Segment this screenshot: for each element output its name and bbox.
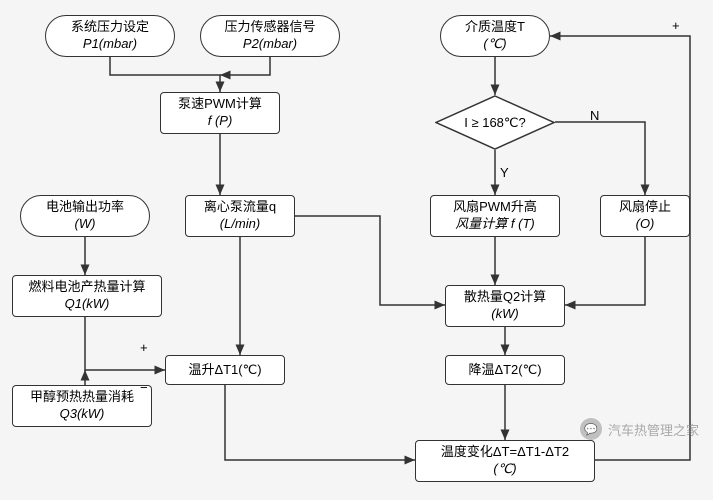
node-line2: P2(mbar) xyxy=(243,36,297,53)
node-line1: 降温ΔT2(℃) xyxy=(468,362,541,379)
node-line1: 燃料电池产热量计算 xyxy=(28,279,145,296)
node-line1: 风扇停止 xyxy=(619,199,671,216)
label-branch-n: N xyxy=(590,108,599,123)
node-n5: 离心泵流量q(L/min) xyxy=(185,195,295,237)
label-minus-left: − xyxy=(140,380,148,395)
node-line1: 压力传感器信号 xyxy=(224,19,315,36)
node-n7: 温升ΔT1(℃) xyxy=(165,355,285,385)
node-n15: 温度变化ΔT=ΔT1-ΔT2(℃) xyxy=(415,440,595,482)
edge-15 xyxy=(225,385,415,460)
edge-7 xyxy=(295,216,445,305)
node-label: I ≥ 168℃? xyxy=(464,115,526,131)
node-n8: 甲醇预热热量消耗Q3(kW) xyxy=(12,385,152,427)
edge-12 xyxy=(565,237,645,305)
watermark: 💬 汽车热管理之家 xyxy=(580,418,699,440)
node-n11: 风扇PWM升高风量计算 f (T) xyxy=(430,195,560,237)
node-line1: 系统压力设定 xyxy=(71,19,149,36)
edge-9 xyxy=(555,122,645,195)
node-line2: (O) xyxy=(636,216,655,233)
node-line1: 风扇PWM升高 xyxy=(453,199,537,216)
node-line2: 风量计算 f (T) xyxy=(455,216,534,233)
label-plus-top: + xyxy=(672,18,680,33)
node-n13: 散热量Q2计算(kW) xyxy=(445,285,565,327)
edge-16 xyxy=(550,36,690,460)
node-line2: (L/min) xyxy=(220,216,260,233)
edge-0 xyxy=(110,57,220,92)
node-line2: Q3(kW) xyxy=(60,406,105,423)
node-line2: f (P) xyxy=(208,113,233,130)
node-n6: 燃料电池产热量计算Q1(kW) xyxy=(12,275,162,317)
edge-1 xyxy=(220,57,270,75)
node-n14: 降温ΔT2(℃) xyxy=(445,355,565,385)
node-line1: 甲醇预热热量消耗 xyxy=(30,389,134,406)
node-line2: (℃) xyxy=(483,36,506,53)
node-n3: 泵速PWM计算f (P) xyxy=(160,92,280,134)
edge-4 xyxy=(85,317,165,370)
node-line1: 温度变化ΔT=ΔT1-ΔT2 xyxy=(441,444,569,461)
node-line2: (W) xyxy=(75,216,96,233)
node-line2: Q1(kW) xyxy=(65,296,110,313)
node-line2: P1(mbar) xyxy=(83,36,137,53)
node-n9: 介质温度T(℃) xyxy=(440,15,550,57)
label-plus-left: + xyxy=(140,340,148,355)
node-line1: 泵速PWM计算 xyxy=(178,96,262,113)
label-branch-y: Y xyxy=(500,165,509,180)
chat-icon: 💬 xyxy=(580,418,602,440)
node-line1: 散热量Q2计算 xyxy=(464,289,546,306)
node-n12: 风扇停止(O) xyxy=(600,195,690,237)
node-line2: (kW) xyxy=(491,306,518,323)
node-n2: 压力传感器信号P2(mbar) xyxy=(200,15,340,57)
node-line1: 温升ΔT1(℃) xyxy=(188,362,261,379)
node-line2: (℃) xyxy=(493,461,516,478)
node-n10: I ≥ 168℃? xyxy=(435,95,555,150)
node-n4: 电池输出功率(W) xyxy=(20,195,150,237)
node-line1: 离心泵流量q xyxy=(204,199,276,216)
watermark-text: 汽车热管理之家 xyxy=(608,420,699,439)
node-line1: 电池输出功率 xyxy=(46,199,124,216)
node-n1: 系统压力设定P1(mbar) xyxy=(45,15,175,57)
node-line1: 介质温度T xyxy=(465,19,525,36)
